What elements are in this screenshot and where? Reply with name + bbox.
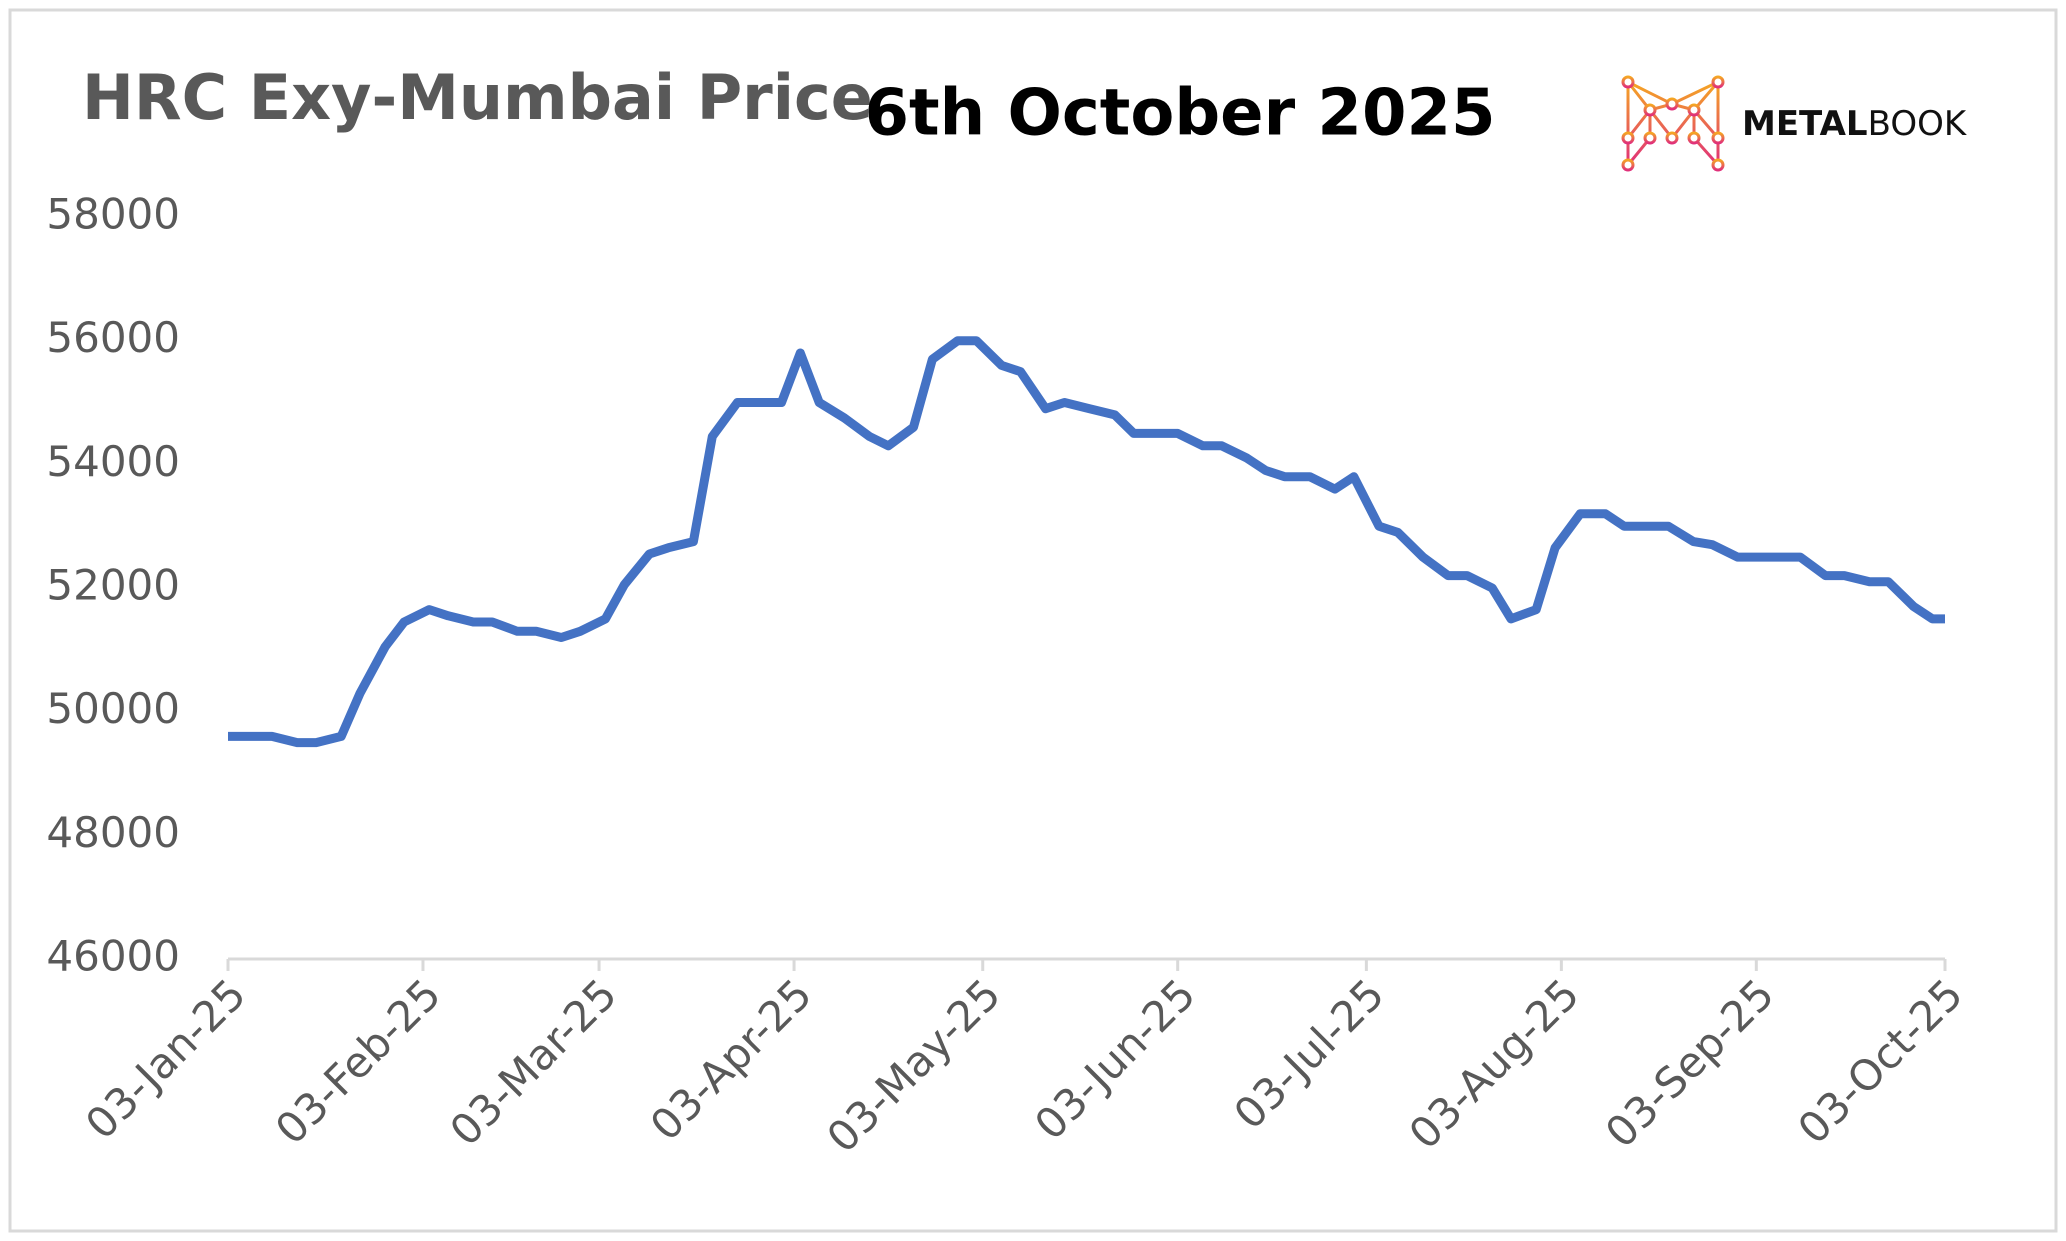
chart-subtitle: 6th October 2025 [864,77,1495,151]
chart-title: HRC Exy-Mumbai Price [82,61,873,134]
logo-bold: METAL [1742,104,1868,144]
logo-light: BOOK [1868,104,1968,144]
chart-frame [8,8,2058,1233]
y-tick-label: 50000 [46,684,180,733]
logo-icon [1621,75,1725,172]
line-series [228,336,1945,748]
y-tick-label: 54000 [46,437,180,486]
logo-text: METALBOOK [1742,104,1968,144]
y-tick-label: 46000 [46,932,180,981]
y-tick-label: 52000 [46,561,180,610]
y-tick-label: 48000 [46,808,180,857]
y-tick-label: 56000 [46,313,180,362]
y-tick-label: 58000 [46,190,180,239]
